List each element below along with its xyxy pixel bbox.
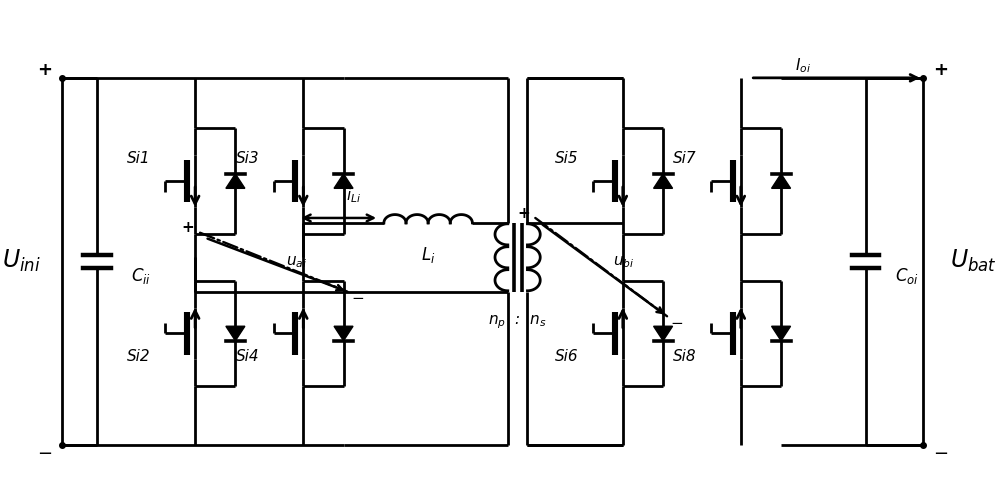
Polygon shape — [226, 174, 245, 188]
Text: Si3: Si3 — [236, 150, 259, 166]
Text: Si7: Si7 — [673, 150, 697, 166]
Text: $L_i$: $L_i$ — [421, 245, 435, 265]
Text: +: + — [517, 205, 530, 221]
Text: $U_{bat}$: $U_{bat}$ — [950, 248, 997, 274]
Text: +: + — [182, 220, 195, 235]
Polygon shape — [334, 174, 353, 188]
Polygon shape — [654, 174, 673, 188]
Text: $-$: $-$ — [351, 289, 364, 304]
Polygon shape — [226, 326, 245, 341]
Text: Si5: Si5 — [555, 150, 579, 166]
Polygon shape — [772, 326, 791, 341]
Polygon shape — [334, 326, 353, 341]
Polygon shape — [654, 326, 673, 341]
Text: +: + — [933, 61, 948, 79]
Text: Si8: Si8 — [673, 349, 697, 364]
Text: Si2: Si2 — [127, 349, 151, 364]
Text: $u_{ai}$: $u_{ai}$ — [286, 254, 307, 270]
Text: $C_{ii}$: $C_{ii}$ — [131, 266, 151, 286]
Text: $C_{oi}$: $C_{oi}$ — [895, 266, 919, 286]
Text: Si4: Si4 — [236, 349, 259, 364]
Text: +: + — [37, 61, 52, 79]
Text: $-$: $-$ — [670, 314, 683, 329]
Text: Si6: Si6 — [555, 349, 579, 364]
Text: Si1: Si1 — [127, 150, 151, 166]
Text: $u_{bi}$: $u_{bi}$ — [613, 254, 634, 270]
Text: $i_{Li}$: $i_{Li}$ — [346, 187, 361, 205]
Text: $-$: $-$ — [37, 443, 52, 462]
Polygon shape — [772, 174, 791, 188]
Text: $-$: $-$ — [933, 443, 948, 462]
Text: $n_p$  :  $n_s$: $n_p$ : $n_s$ — [488, 313, 547, 331]
Text: $U_{ini}$: $U_{ini}$ — [2, 248, 41, 274]
Text: $I_{oi}$: $I_{oi}$ — [795, 57, 811, 75]
